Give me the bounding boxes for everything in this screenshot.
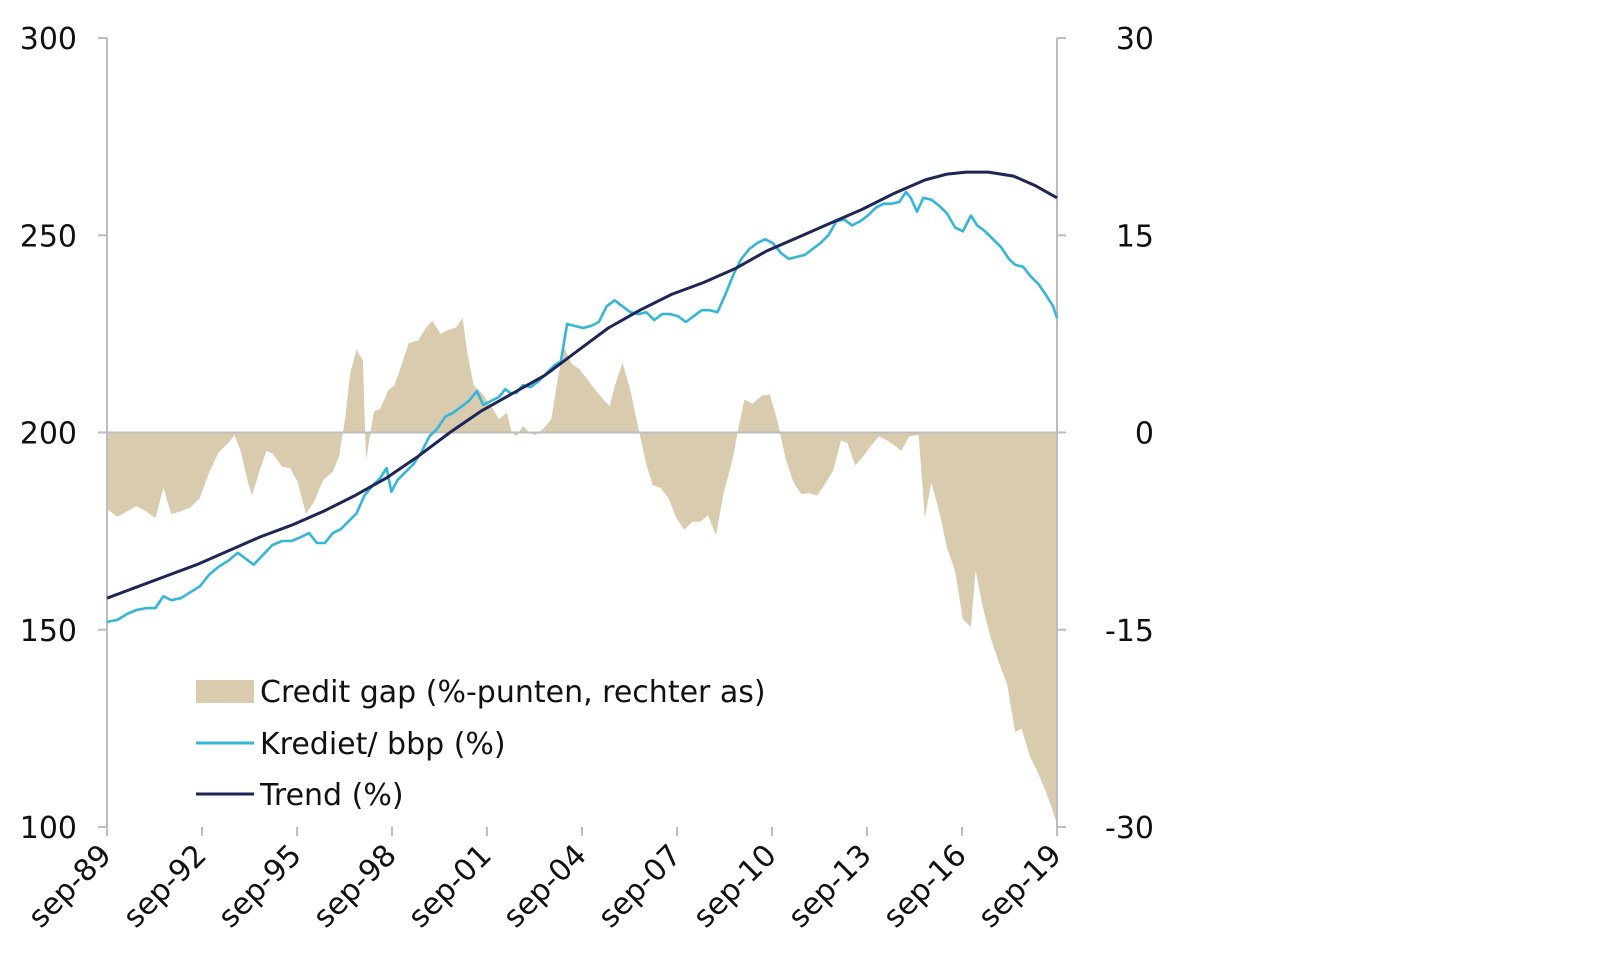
krediet-bbp-line	[106, 190, 1059, 624]
x-tick-label: sep-01	[402, 838, 499, 935]
credit-gap-area-layer	[107, 318, 1057, 825]
legend: Credit gap (%-punten, rechter as) Krediet…	[196, 675, 766, 813]
left-tick-label: 200	[20, 417, 77, 452]
right-tick-label: 30	[1116, 22, 1154, 57]
x-tick-label: sep-19	[972, 838, 1069, 935]
x-tick-label: sep-13	[782, 838, 879, 935]
x-tick-label: sep-95	[212, 838, 309, 935]
x-tick-label: sep-16	[877, 838, 974, 935]
right-tick-label: -30	[1105, 811, 1154, 846]
legend-label: Credit gap (%-punten, rechter as)	[260, 675, 766, 710]
x-tick-label: sep-07	[592, 838, 689, 935]
right-tick-label: 15	[1116, 219, 1154, 254]
legend-label: Krediet/ bbp (%)	[260, 727, 506, 762]
left-tick-label: 250	[20, 219, 77, 254]
x-tick-label: sep-98	[307, 838, 404, 935]
left-tick-label: 300	[20, 22, 77, 57]
right-tick-label: 0	[1135, 417, 1154, 452]
x-tick-label: sep-89	[22, 838, 119, 935]
trend-line	[106, 170, 1058, 600]
x-tick-label: sep-10	[687, 838, 784, 935]
x-tick-label: sep-04	[497, 838, 594, 935]
legend-swatch-credit-gap	[196, 680, 254, 703]
legend-label: Trend (%)	[259, 778, 404, 813]
line-series-layer	[106, 170, 1059, 624]
left-tick-label: 100	[20, 811, 77, 846]
right-tick-label: -15	[1105, 614, 1154, 649]
left-tick-label: 150	[20, 614, 77, 649]
x-tick-label: sep-92	[117, 838, 214, 935]
credit-gap-area	[107, 318, 1057, 825]
